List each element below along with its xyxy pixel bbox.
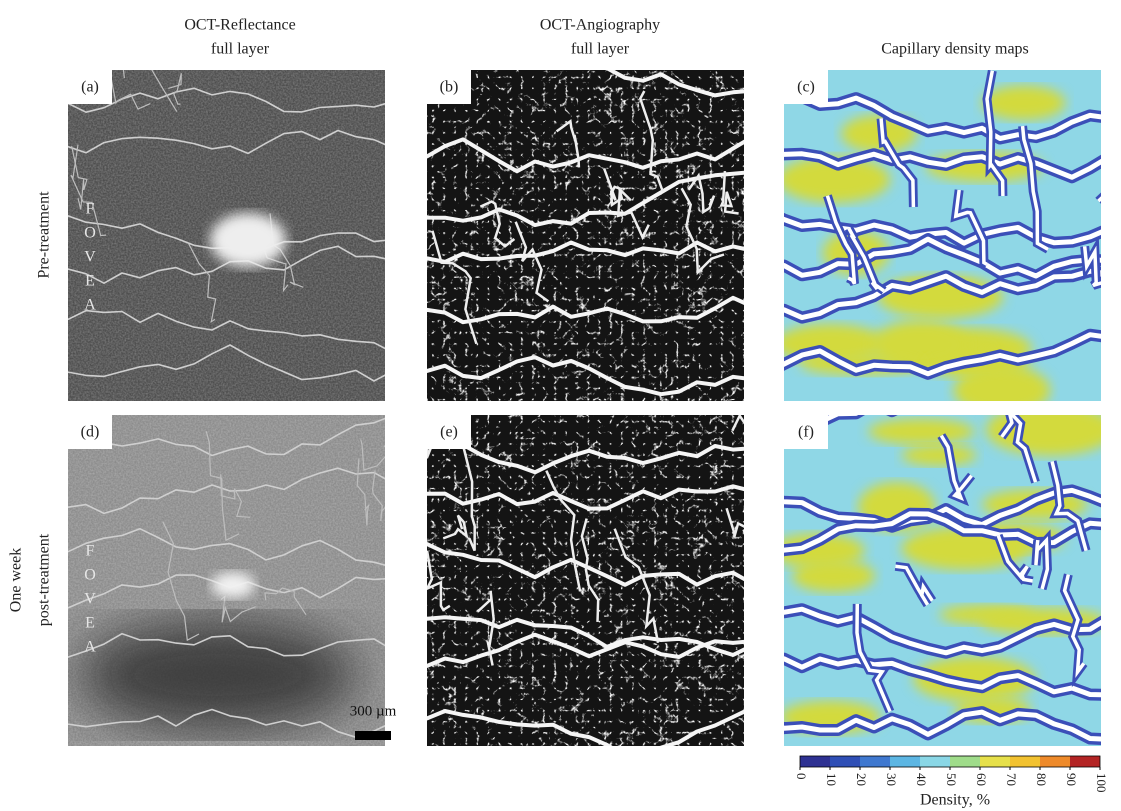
colorbar-tick-label: 30 <box>884 773 899 786</box>
fovea-letter: O <box>84 225 96 242</box>
high-density <box>902 444 977 465</box>
row-label: One week <box>8 548 25 612</box>
colorbar-segment <box>890 756 920 767</box>
fovea-letter: F <box>86 201 95 218</box>
panel-label: (a) <box>81 79 99 96</box>
colorbar-tick-label: 100 <box>1094 773 1109 793</box>
fovea-letter: V <box>84 249 96 266</box>
panel-label: (b) <box>440 79 459 96</box>
panel-image <box>48 55 410 401</box>
fovea-letter: V <box>84 591 96 608</box>
vessel-branch <box>1098 179 1121 264</box>
colorbar-segment <box>1070 756 1100 767</box>
fovea-letter: E <box>85 273 95 290</box>
column-title: OCT-Reflectance <box>184 17 295 34</box>
panel-label: (e) <box>440 424 458 441</box>
fovea-letter: F <box>86 543 95 560</box>
colorbar-segment <box>950 756 980 767</box>
colorbar-segment <box>920 756 950 767</box>
panel-image <box>48 415 410 746</box>
panel-label: (c) <box>797 79 815 96</box>
colorbar-tick-label: 70 <box>1004 773 1019 786</box>
panel-label: (f) <box>798 424 814 441</box>
column-title: Capillary density maps <box>881 41 1029 58</box>
fovea-letter: E <box>85 615 95 632</box>
row-label: Pre-treatment <box>36 191 53 279</box>
colorbar-segment <box>980 756 1010 767</box>
fovea-letter: A <box>84 639 96 656</box>
panel-label: (d) <box>81 424 100 441</box>
capillary-mesh <box>427 415 744 746</box>
colorbar-tick-label: 0 <box>794 773 809 780</box>
high-density <box>868 419 975 445</box>
colorbar-tick-label: 10 <box>824 773 839 786</box>
content: OCT-Reflectance full layer OCT-Angiography… <box>8 17 1121 809</box>
colorbar-segment <box>800 756 830 767</box>
fovea-letter: O <box>84 567 96 584</box>
colorbar-tick-label: 80 <box>1034 773 1049 786</box>
fovea-letter: A <box>84 297 96 314</box>
colorbar-tick-label: 60 <box>974 773 989 786</box>
lesion <box>211 572 255 598</box>
colorbar-segment <box>830 756 860 767</box>
colorbar-segment <box>1010 756 1040 767</box>
colorbar-tick-label: 50 <box>944 773 959 786</box>
colorbar-label: Density, % <box>920 792 990 809</box>
colorbar-tick-label: 40 <box>914 773 929 786</box>
scale-bar <box>355 731 391 740</box>
column-title: full layer <box>571 41 630 58</box>
high-density <box>982 86 1066 120</box>
column-title: OCT-Angiography <box>540 17 660 34</box>
panel-image <box>764 70 1121 416</box>
column-title: full layer <box>211 41 270 58</box>
panel-image <box>407 415 773 756</box>
panel-image <box>407 55 769 401</box>
scale-bar-label: 300 µm <box>350 703 397 719</box>
capillary-mesh <box>427 70 744 401</box>
vessel-branch <box>1098 179 1121 264</box>
lesion <box>210 213 286 267</box>
figure: OCT-Reflectance full layer OCT-Angiography… <box>0 0 1121 811</box>
colorbar-tick-label: 90 <box>1064 773 1079 786</box>
colorbar-segment <box>1040 756 1070 767</box>
colorbar-tick-label: 20 <box>854 773 869 786</box>
colorbar-segment <box>860 756 890 767</box>
row-label: post-treatment <box>36 533 53 626</box>
